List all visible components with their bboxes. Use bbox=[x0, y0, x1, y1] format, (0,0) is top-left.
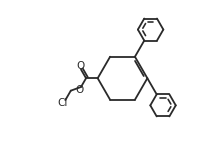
Text: O: O bbox=[75, 85, 84, 95]
Text: O: O bbox=[76, 61, 84, 71]
Text: Cl: Cl bbox=[57, 98, 68, 108]
